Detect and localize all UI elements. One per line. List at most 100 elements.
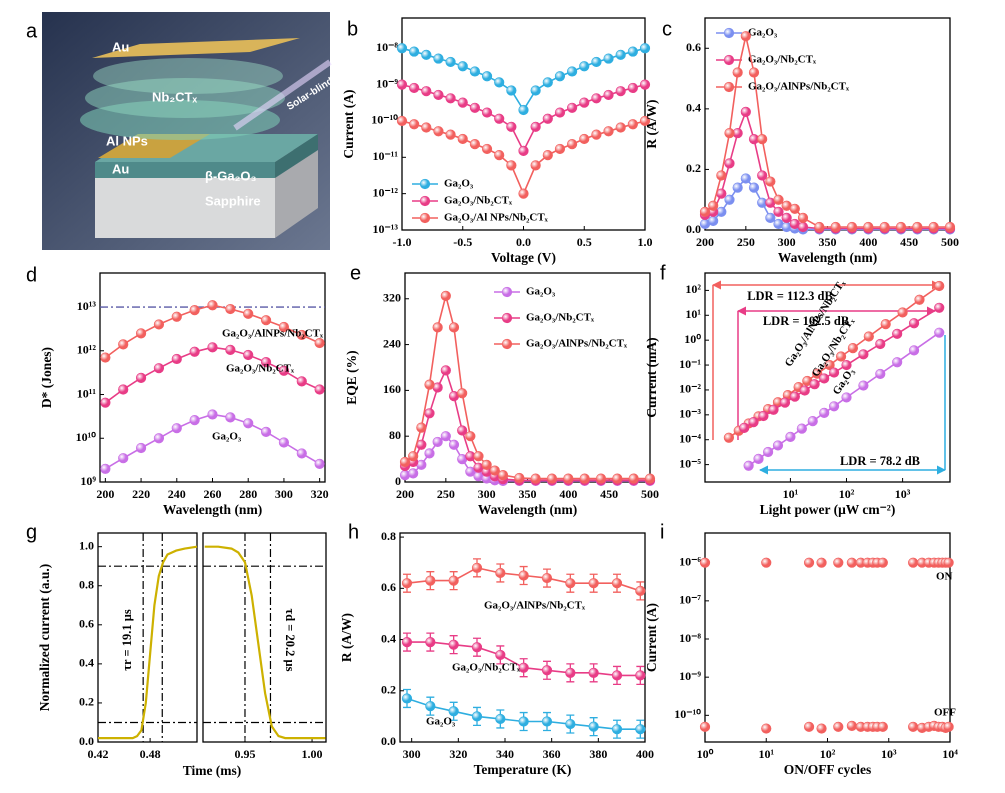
data-point (542, 77, 553, 88)
data-point (723, 432, 734, 443)
data-point (588, 667, 599, 678)
data-point (699, 557, 711, 568)
data-point (828, 401, 840, 412)
data-point (481, 107, 493, 118)
data-point (724, 194, 735, 205)
data-point (469, 66, 481, 77)
data-point (863, 331, 874, 342)
panel-letter: b (347, 18, 358, 40)
x-tick-label: 220 (132, 487, 150, 501)
data-point (803, 557, 815, 568)
data-point (708, 215, 719, 227)
y-tick-label: 10¹³ (77, 299, 97, 313)
data-point (579, 133, 590, 145)
data-point (314, 337, 325, 349)
data-point (912, 221, 923, 233)
x-tick-label: 300 (478, 487, 496, 501)
illustration-label: Al NPs (106, 133, 148, 148)
y-tick-label: 10⁹ (80, 474, 96, 488)
x-tick-label: 10¹ (758, 747, 774, 761)
x-tick-label: 400 (559, 487, 577, 501)
y-tick-label: 10⁻⁵ (679, 456, 701, 470)
data-point (243, 308, 254, 319)
data-point (409, 82, 420, 94)
data-point (243, 349, 254, 361)
data-point (554, 71, 566, 82)
data-point (819, 373, 830, 384)
data-point (748, 417, 759, 428)
annotation: LDR = 102.5 dB (763, 314, 849, 328)
legend-marker (501, 286, 513, 298)
legend-text: Ga₂O₃/Nb₂CTₓ (526, 312, 595, 324)
data-point (816, 723, 827, 734)
data-point (732, 182, 743, 193)
panel-letter: e (350, 262, 361, 284)
data-point (565, 578, 576, 589)
data-point (824, 359, 835, 371)
y-axis-label: R (A/W) (644, 99, 659, 148)
data-point (135, 372, 147, 383)
data-point (481, 143, 493, 155)
y-tick-label: 80 (389, 428, 401, 442)
data-point (554, 107, 566, 118)
data-point (708, 200, 719, 211)
y-tick-label: 10⁻¹¹ (372, 149, 398, 163)
y-tick-label: 10⁻¹ (679, 357, 701, 371)
x-tick-label: 0.95 (234, 747, 255, 761)
legend-marker (723, 54, 735, 66)
data-point (554, 143, 566, 155)
y-tick-label: 10⁻² (679, 382, 701, 396)
y-tick-label: 10⁻⁴ (679, 431, 701, 445)
au-electrode (98, 134, 210, 158)
data-point (819, 407, 830, 418)
data-point (789, 391, 800, 402)
y-axis-label: Current (A) (341, 89, 356, 158)
x-tick-label: 300 (275, 487, 293, 501)
series-line (98, 545, 198, 740)
data-point (243, 418, 254, 429)
panel-letter: c (662, 18, 672, 40)
y-tick-label: 10⁻⁷ (679, 593, 701, 607)
panel-letter: d (26, 264, 37, 286)
x-tick-label: 350 (519, 487, 537, 501)
y-axis-label: Current (mA) (644, 337, 659, 417)
series-label: OFF (934, 707, 956, 719)
series-label: Ga₂O₃ (212, 431, 242, 443)
data-point (424, 448, 435, 459)
y-tick-label: 0.4 (686, 101, 701, 115)
legend-text: Ga₂O₃/Nb₂CTₓ (748, 54, 817, 66)
annotation: LDR = 78.2 dB (840, 454, 920, 468)
x-axis-label: Wavelength (nm) (778, 250, 877, 265)
data-point (401, 693, 413, 704)
y-tick-label: 10¹⁰ (76, 430, 97, 444)
y-tick-label: 0.4 (79, 656, 94, 670)
data-point (879, 221, 890, 233)
data-point (448, 706, 459, 717)
data-point (877, 721, 888, 732)
data-point (465, 431, 476, 442)
x-tick-label: 250 (737, 235, 755, 249)
data-point (546, 473, 558, 484)
data-point (579, 473, 590, 484)
y-tick-label: 10⁻¹⁰ (371, 113, 398, 127)
data-point (566, 66, 578, 77)
data-point (639, 43, 651, 54)
x-tick-label: 400 (859, 235, 877, 249)
x-tick-label: 0.0 (516, 235, 531, 249)
x-tick-label: 10⁰ (697, 747, 714, 761)
data-point (699, 721, 711, 732)
data-point (761, 723, 772, 734)
y-tick-label: 0.0 (79, 734, 94, 748)
data-point (506, 121, 517, 132)
y-tick-label: 1.0 (79, 538, 94, 552)
data-point (432, 322, 443, 333)
x-tick-label: 380 (589, 747, 607, 761)
data-point (739, 422, 750, 433)
data-point (445, 129, 456, 140)
data-point (471, 711, 483, 722)
data-point (542, 149, 553, 161)
plot-frame (399, 532, 646, 743)
x-axis-label: Wavelength (nm) (478, 502, 577, 517)
data-point (494, 149, 505, 161)
data-point (494, 77, 505, 88)
